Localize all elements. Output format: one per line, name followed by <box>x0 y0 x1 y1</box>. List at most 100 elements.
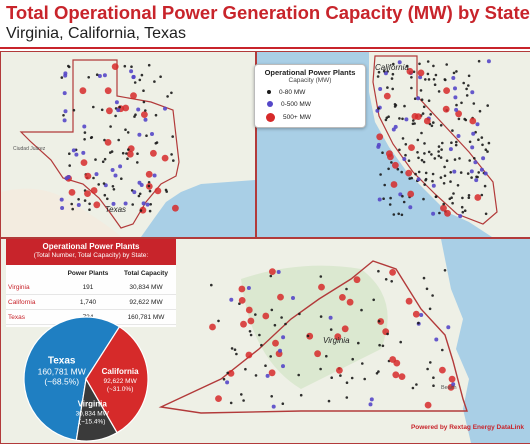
power-plant-marker <box>445 63 448 66</box>
power-plant-marker <box>468 159 471 162</box>
power-plant-marker <box>106 107 113 115</box>
small-dot-icon <box>267 90 271 95</box>
power-plant-marker <box>111 63 119 70</box>
power-plant-marker <box>410 86 413 90</box>
power-plant-marker <box>422 276 426 280</box>
power-plant-marker <box>455 70 458 73</box>
power-plant-marker <box>124 128 127 131</box>
legend-item-label: 0-500 MW <box>281 101 311 108</box>
power-plant-marker <box>161 154 169 162</box>
pie-label: 30,834 MW <box>76 411 110 418</box>
city-label: Beach <box>441 385 457 391</box>
power-plant-marker <box>90 187 98 194</box>
power-plant-marker <box>143 117 148 122</box>
power-plant-marker <box>468 140 472 144</box>
power-plant-marker <box>126 150 134 158</box>
power-plant-marker <box>424 401 432 409</box>
pie-slice-texas <box>23 316 121 441</box>
power-plant-marker <box>142 100 146 104</box>
power-plant-marker <box>67 64 70 68</box>
power-plant-marker <box>470 90 475 95</box>
power-plant-marker <box>408 205 413 210</box>
power-plant-marker <box>407 159 411 162</box>
power-plant-marker <box>469 169 474 174</box>
power-plant-marker <box>404 117 409 122</box>
power-plant-marker <box>60 76 64 79</box>
california-map[interactable]: California <box>256 51 530 238</box>
power-plant-marker <box>278 348 282 353</box>
power-plant-marker <box>229 401 233 405</box>
power-plant-marker <box>118 164 123 169</box>
power-plant-marker <box>154 113 158 117</box>
power-plant-marker <box>441 141 444 145</box>
page-title: Total Operational Power Generation Capac… <box>6 2 530 23</box>
power-plant-marker <box>480 136 484 139</box>
legend-item-small: 0-80 MW <box>267 89 305 96</box>
power-plant-marker <box>154 187 162 195</box>
power-plant-marker <box>235 352 238 356</box>
power-plant-marker <box>432 121 435 124</box>
power-plant-marker <box>474 194 482 201</box>
power-plant-marker <box>405 169 413 177</box>
power-plant-marker <box>170 91 173 95</box>
power-plant-marker <box>416 177 421 182</box>
power-plant-marker <box>432 64 435 68</box>
power-plant-marker <box>145 134 148 137</box>
power-plant-marker <box>463 209 467 212</box>
power-plant-marker <box>454 143 458 147</box>
power-plant-marker <box>71 207 74 211</box>
power-plant-marker <box>136 107 141 112</box>
power-plant-marker <box>437 150 440 153</box>
power-plant-marker <box>426 72 430 76</box>
power-plant-marker <box>402 200 406 204</box>
power-plant-marker <box>417 170 421 174</box>
power-plant-marker <box>297 373 301 377</box>
power-plant-marker <box>280 316 283 319</box>
summary-panel: Operational Power Plants (Total Number, … <box>6 239 176 327</box>
power-plant-marker <box>381 151 384 154</box>
power-plant-marker <box>432 376 435 379</box>
power-plant-marker <box>118 105 121 109</box>
power-plant-marker <box>427 78 431 81</box>
power-plant-marker <box>92 105 95 109</box>
power-plant-marker <box>461 210 465 214</box>
large-dot-icon <box>266 113 275 122</box>
power-plant-marker <box>431 172 435 176</box>
power-plant-marker <box>147 63 151 67</box>
power-plant-marker <box>81 150 86 155</box>
power-plant-marker <box>397 60 402 65</box>
texas-map[interactable]: Texas Ciudad Juárez <box>0 51 256 238</box>
power-plant-marker <box>360 308 363 312</box>
power-plant-marker <box>123 201 128 206</box>
power-plant-marker <box>62 114 65 117</box>
power-plant-marker <box>440 148 443 151</box>
power-plant-marker <box>377 318 385 325</box>
pie-label: Virginia <box>78 400 108 409</box>
power-plant-marker <box>269 274 273 278</box>
power-plant-marker <box>429 113 432 116</box>
power-plant-marker <box>171 135 174 138</box>
power-plant-marker <box>254 313 257 316</box>
power-plant-marker <box>148 209 152 213</box>
power-plant-marker <box>104 87 112 95</box>
power-plant-marker <box>452 192 455 195</box>
power-plant-marker <box>132 190 137 195</box>
power-plant-marker <box>209 323 216 331</box>
power-plant-marker <box>422 197 425 201</box>
power-plant-marker <box>62 118 67 123</box>
power-plant-marker <box>89 136 93 139</box>
power-plant-marker <box>240 393 243 396</box>
power-plant-marker <box>137 132 142 137</box>
power-plant-marker <box>420 158 424 162</box>
power-plant-marker <box>434 337 439 342</box>
page-subtitle: Virginia, California, Texas <box>6 25 186 42</box>
power-plant-marker <box>467 194 471 197</box>
power-plant-marker <box>83 138 86 141</box>
power-plant-marker <box>407 190 415 198</box>
power-plant-marker <box>123 64 127 68</box>
power-plant-marker <box>137 194 141 198</box>
power-plant-marker <box>72 108 76 112</box>
power-plant-marker <box>375 108 380 113</box>
power-plant-marker <box>126 157 129 160</box>
power-plant-marker <box>248 330 252 333</box>
